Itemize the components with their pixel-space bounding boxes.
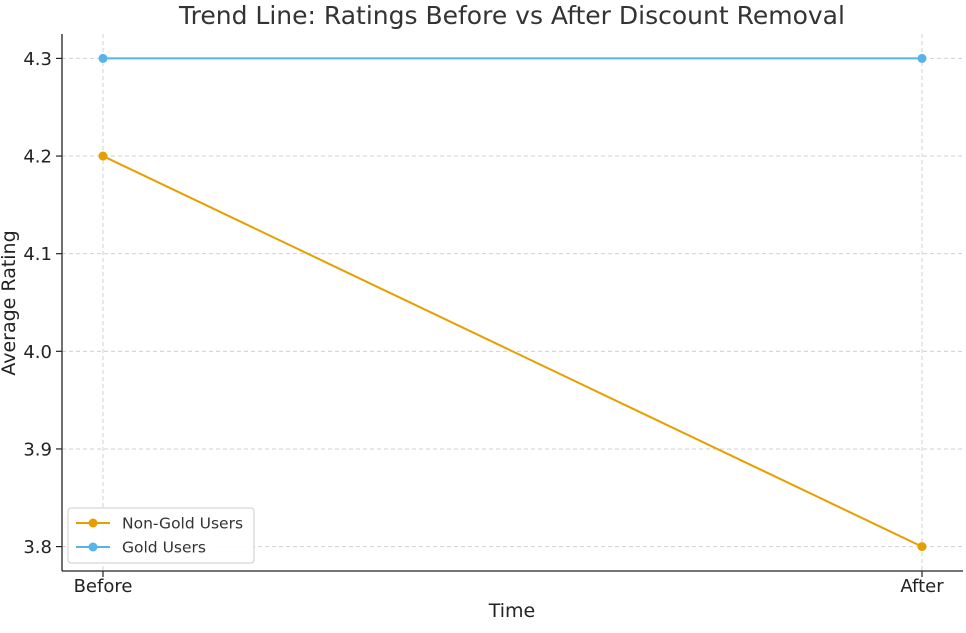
y-tick-label: 3.9: [23, 439, 52, 460]
legend: Non-Gold Users Gold Users: [67, 507, 255, 564]
grid: [62, 34, 963, 571]
series-layer: [98, 53, 927, 552]
legend-label-gold-users: Gold Users: [122, 539, 206, 557]
data-point-gold-users: [917, 53, 927, 63]
x-tick-label: After: [900, 576, 944, 597]
legend-marker-gold-users: [88, 542, 98, 552]
data-point-non-gold-users: [917, 542, 927, 552]
y-tick-label: 4.3: [23, 49, 52, 70]
y-tick-label: 4.0: [23, 342, 52, 363]
axes: 3.8 3.9 4.0 4.1 4.2 4.3 Before After: [23, 34, 963, 597]
data-point-gold-users: [98, 53, 108, 63]
data-point-non-gold-users: [98, 151, 108, 161]
chart-title: Trend Line: Ratings Before vs After Disc…: [178, 1, 845, 30]
x-axis-label: Time: [488, 600, 536, 622]
y-tick-label: 4.1: [23, 244, 52, 265]
legend-frame: [67, 507, 255, 564]
y-tick-label: 4.2: [23, 147, 52, 168]
legend-label-non-gold-users: Non-Gold Users: [122, 515, 243, 533]
y-tick-label: 3.8: [23, 537, 52, 558]
x-tick-label: Before: [74, 576, 133, 597]
series-line-non-gold-users: [102, 155, 923, 548]
y-axis-label: Average Rating: [0, 230, 20, 375]
legend-marker-non-gold-users: [88, 518, 98, 528]
